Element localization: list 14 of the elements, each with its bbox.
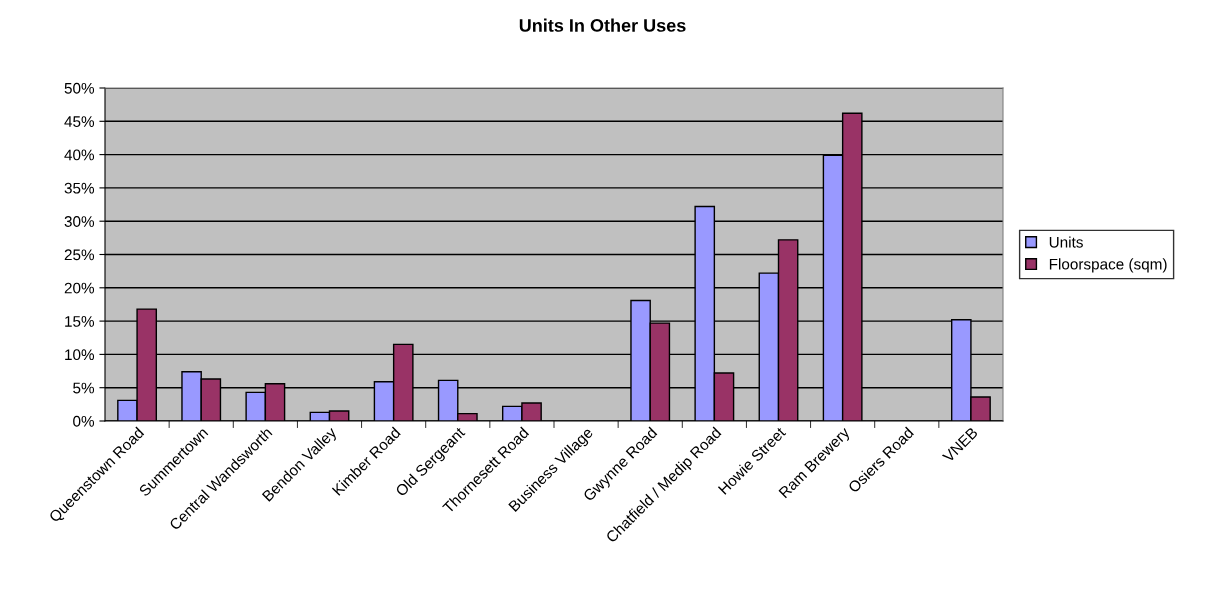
legend-label: Floorspace (sqm) [1049, 258, 1167, 273]
y-tick-label: 35% [64, 182, 95, 194]
chart-title: Units In Other Uses [519, 18, 686, 32]
y-tick-label: 15% [65, 316, 95, 327]
legend-label: Units [1049, 236, 1083, 248]
y-tick-label: 0% [73, 415, 95, 427]
y-tick-label: 40% [64, 149, 95, 161]
y-tick-label: 10% [65, 349, 95, 361]
y-tick-label: 30% [64, 216, 95, 227]
y-tick-label: 20% [64, 282, 95, 294]
y-tick-label: 5% [73, 382, 95, 394]
y-tick-label: 45% [64, 116, 95, 127]
y-tick-label: 25% [64, 249, 95, 261]
y-tick-label: 50% [64, 82, 95, 94]
